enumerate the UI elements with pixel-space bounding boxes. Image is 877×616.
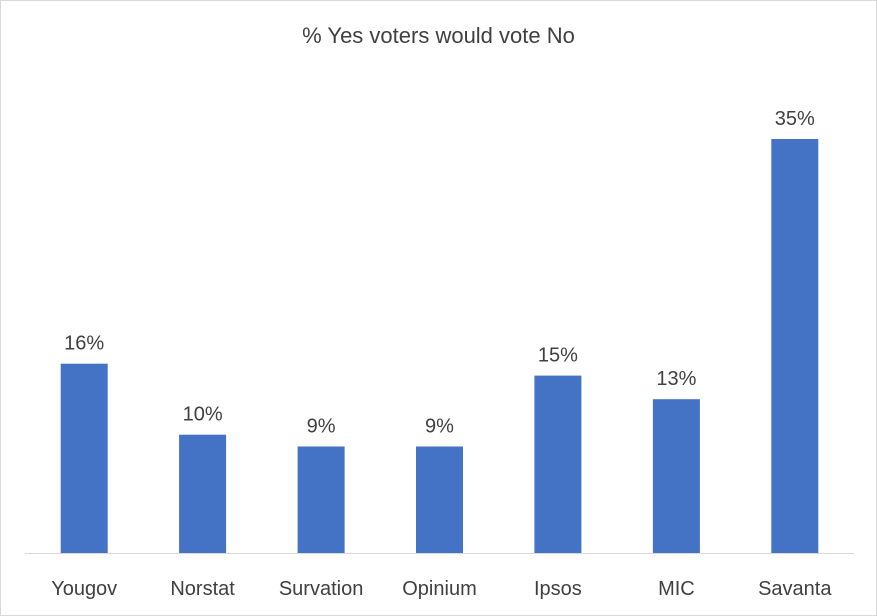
data-label: 9%	[425, 416, 454, 438]
bar-opinium	[416, 446, 463, 553]
x-tick-label: Ipsos	[534, 578, 582, 600]
bar-norstat	[179, 434, 227, 553]
x-tick-label: Survation	[279, 578, 364, 600]
data-label: 16%	[64, 333, 104, 355]
x-tick-label: MIC	[658, 578, 695, 600]
bar-survation	[297, 446, 345, 553]
chart-title: % Yes voters would vote No	[302, 23, 575, 48]
data-label: 35%	[775, 108, 815, 130]
data-label: 10%	[183, 404, 223, 426]
bar-savanta	[771, 139, 819, 553]
bar-ipsos	[534, 375, 582, 553]
data-label: 13%	[656, 368, 696, 390]
x-tick-label: Opinium	[402, 578, 476, 600]
data-label: 9%	[307, 416, 336, 438]
x-tick-label: Savanta	[758, 578, 832, 600]
bar-yougov	[60, 363, 108, 553]
bar-mic	[652, 399, 700, 553]
x-tick-label: Yougov	[51, 578, 117, 600]
data-label: 15%	[538, 345, 578, 367]
x-tick-label: Norstat	[170, 578, 235, 600]
